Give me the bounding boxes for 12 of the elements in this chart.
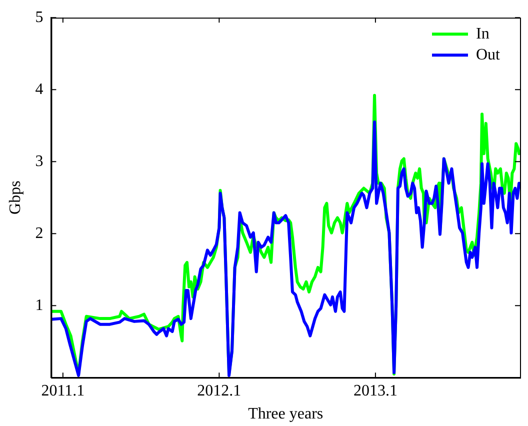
- y-tick-label: 5: [35, 8, 44, 26]
- y-tick-label: 1: [35, 296, 44, 314]
- y-tick-label: 3: [35, 152, 44, 170]
- x-tick-label: 2013.1: [353, 382, 398, 400]
- y-tick-label: 2: [35, 224, 44, 242]
- x-axis-title: Three years: [248, 406, 324, 423]
- y-tick-label: 4: [35, 80, 44, 98]
- x-tick-label: 2012.1: [197, 382, 242, 400]
- legend-label: Out: [476, 46, 501, 64]
- x-tick-label: 2011.1: [41, 382, 85, 400]
- y-axis-title: Gbps: [6, 180, 24, 214]
- legend-label: In: [476, 25, 490, 42]
